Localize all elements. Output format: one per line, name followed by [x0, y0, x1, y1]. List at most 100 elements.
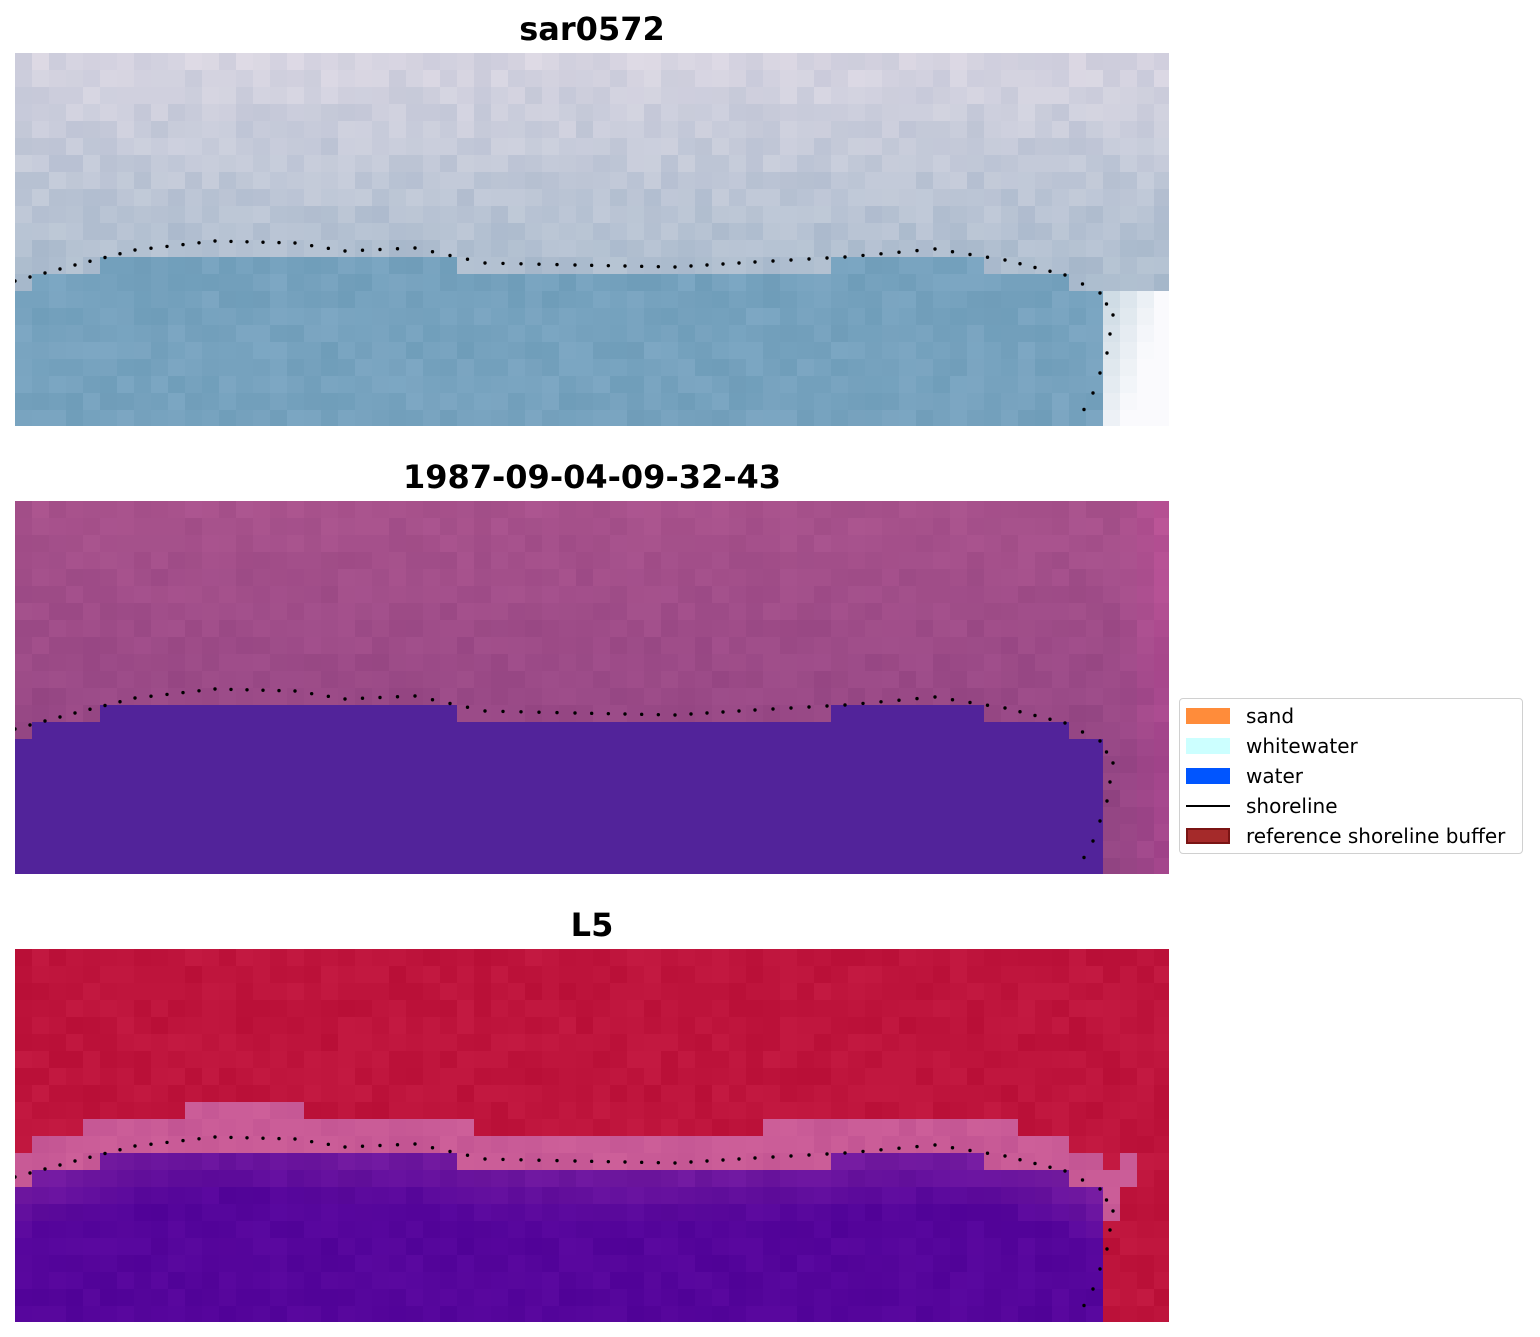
shoreline-point — [133, 248, 137, 252]
shoreline-line-icon — [1186, 805, 1230, 807]
shoreline-point — [245, 240, 249, 244]
shoreline-point — [950, 698, 955, 702]
shoreline-point — [1033, 265, 1037, 270]
shoreline-point — [465, 257, 470, 261]
shoreline-point — [721, 262, 725, 266]
shoreline-point — [519, 710, 523, 714]
shoreline-point — [753, 260, 757, 264]
shoreline-point — [483, 261, 487, 265]
shoreline-point — [673, 265, 677, 269]
shoreline-point — [705, 711, 709, 715]
shoreline-point — [589, 711, 594, 716]
shoreline-point — [213, 687, 217, 691]
shoreline-point — [28, 723, 32, 727]
shoreline-point — [897, 698, 901, 702]
shoreline-point — [623, 264, 627, 268]
shoreline-point — [229, 239, 233, 244]
shoreline-point — [1082, 407, 1086, 412]
shoreline-point — [1018, 262, 1022, 266]
shoreline-point — [343, 697, 347, 701]
shoreline-point — [309, 1139, 314, 1144]
shoreline-point — [15, 727, 17, 731]
shoreline-point — [181, 242, 185, 247]
shoreline-point — [448, 701, 452, 706]
shoreline-point — [1111, 1209, 1115, 1213]
shoreline-point — [933, 695, 937, 699]
shoreline-point — [1104, 750, 1109, 754]
shoreline-point — [606, 263, 611, 268]
shoreline-point — [861, 253, 865, 258]
shoreline-point — [771, 259, 775, 263]
shoreline-point — [573, 711, 577, 715]
panel-title-2: 1987-09-04-09-32-43 — [402, 458, 782, 496]
legend-label-water: water — [1246, 764, 1303, 788]
shoreline-point — [555, 710, 559, 715]
shoreline-point — [103, 255, 107, 260]
shoreline-point — [197, 241, 201, 245]
shoreline-point — [430, 698, 435, 702]
shoreline-point — [1098, 739, 1102, 743]
shoreline-point — [573, 263, 577, 267]
shoreline-point — [165, 244, 169, 249]
panel-title-3: L5 — [570, 906, 614, 944]
shoreline-point — [968, 252, 972, 257]
shoreline-point — [1098, 1187, 1102, 1191]
shoreline-point — [229, 687, 233, 692]
shoreline-point — [825, 256, 829, 260]
shoreline-dots — [15, 239, 1115, 412]
shoreline-point — [149, 694, 153, 698]
shoreline-point — [1105, 799, 1109, 803]
shoreline-point — [737, 261, 741, 265]
shoreline-point — [149, 1142, 153, 1146]
legend: sand whitewater water shoreline referenc… — [1179, 698, 1523, 854]
shoreline-point — [1018, 710, 1022, 714]
shoreline-point — [43, 1167, 47, 1171]
shoreline-point — [753, 708, 757, 712]
shoreline-point — [326, 1142, 331, 1147]
shoreline-point — [465, 705, 470, 709]
shoreline-point — [88, 1155, 92, 1159]
shoreline-point — [43, 271, 47, 275]
shoreline-point — [673, 1161, 677, 1165]
shoreline-point — [165, 1140, 169, 1145]
shoreline-point — [378, 1143, 382, 1148]
shoreline-point — [705, 1159, 709, 1163]
shoreline-point — [1048, 717, 1052, 721]
shoreline-point — [689, 264, 693, 268]
legend-item-shoreline: shoreline — [1186, 794, 1338, 818]
shoreline-point — [73, 711, 77, 715]
shoreline-dots — [15, 687, 1115, 860]
shoreline-point — [1104, 302, 1109, 306]
shoreline-point — [753, 1156, 757, 1160]
shoreline-point — [395, 1143, 400, 1147]
shoreline-point — [229, 1135, 233, 1140]
shoreline-point — [245, 688, 249, 692]
shoreline-point — [261, 688, 265, 692]
shoreline-point — [606, 1159, 611, 1164]
shoreline-point — [15, 1175, 17, 1179]
image-panel-rgb — [15, 53, 1169, 426]
legend-label-reference-buffer: reference shoreline buffer — [1246, 824, 1506, 848]
shoreline-point — [181, 690, 185, 695]
shoreline-point — [1003, 258, 1007, 262]
shoreline-point — [343, 249, 347, 253]
shoreline-point — [213, 1135, 217, 1139]
shoreline-point — [861, 701, 865, 706]
shoreline-point — [43, 719, 47, 723]
shoreline-point — [293, 241, 297, 245]
shoreline-point — [413, 1142, 417, 1146]
shoreline-point — [897, 1146, 901, 1150]
shoreline-point — [606, 711, 611, 716]
shoreline-point — [1108, 780, 1112, 784]
shoreline-point — [656, 1160, 661, 1165]
shoreline-point — [165, 692, 169, 697]
shoreline-point — [103, 1151, 107, 1156]
shoreline-point — [133, 696, 137, 700]
shoreline-point — [689, 1160, 693, 1164]
shoreline-point — [673, 713, 677, 717]
shoreline-point — [149, 246, 153, 250]
legend-item-sand: sand — [1186, 704, 1294, 728]
shoreline-point — [103, 703, 107, 708]
legend-label-shoreline: shoreline — [1246, 794, 1338, 818]
shoreline-point — [639, 712, 644, 717]
